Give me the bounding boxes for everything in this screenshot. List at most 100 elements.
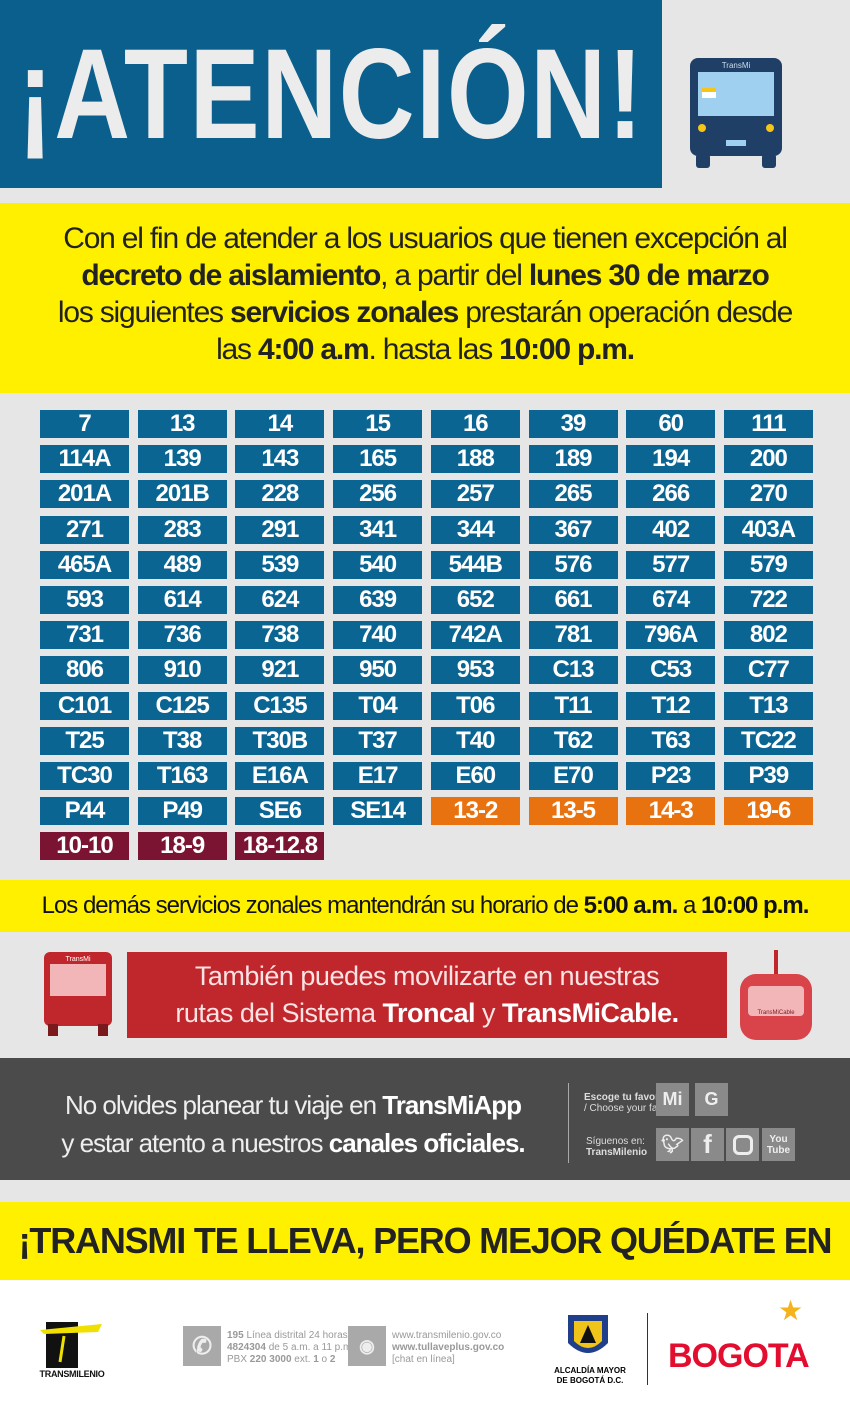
route-639: 639 [333, 586, 423, 614]
route-577: 577 [626, 550, 716, 579]
route-C101: C101 [40, 691, 129, 720]
schedule-note: Los demás servicios zonales mantendrán s… [0, 880, 850, 932]
route-TC22: TC22 [723, 726, 813, 755]
route-228: 228 [235, 480, 325, 509]
route-T30B: T30B [235, 726, 325, 755]
route-T63: T63 [626, 726, 716, 755]
favorite-label: Escoge tu favorita / Choose your favorite [584, 1092, 682, 1114]
route-465A: 465A [40, 550, 129, 579]
route-910: 910 [137, 656, 227, 685]
route-60: 60 [626, 410, 716, 438]
route-270: 270 [723, 480, 813, 509]
alcaldia-label: ALCALDÍA MAYOR DE BOGOTÁ D.C. [554, 1366, 626, 1385]
route-14: 14 [235, 410, 325, 438]
twitter-icon[interactable]: 🐦︎ [656, 1128, 689, 1161]
route-738: 738 [235, 621, 325, 650]
route-39: 39 [528, 410, 618, 438]
route-T11: T11 [528, 691, 618, 720]
route-T40: T40 [430, 726, 520, 755]
route-953: 953 [430, 656, 520, 685]
route-283: 283 [137, 515, 227, 544]
app-text: No olvides planear tu viaje en TransMiAp… [61, 1090, 525, 1158]
route-13-2: 13-2 [430, 797, 520, 826]
route-593: 593 [40, 586, 129, 614]
route-201B: 201B [137, 480, 227, 509]
route-652: 652 [430, 586, 520, 614]
route-802: 802 [723, 621, 813, 650]
svg-text:TransMiCable: TransMiCable [757, 1010, 795, 1016]
svg-text:TransMi: TransMi [722, 61, 751, 70]
route-TC30: TC30 [40, 762, 129, 790]
route-T04: T04 [333, 691, 423, 720]
route-539: 539 [235, 550, 325, 579]
route-722: 722 [723, 586, 813, 614]
instagram-icon[interactable] [726, 1128, 759, 1161]
star-icon: ★ [778, 1295, 804, 1326]
bogota-logo: BOGOTA [668, 1337, 810, 1375]
web-info: www.transmilenio.gov.co www.tullaveplus.g… [392, 1330, 505, 1365]
route-201A: 201A [40, 480, 129, 509]
route-742A: 742A [430, 621, 520, 650]
route-T25: T25 [40, 726, 129, 755]
route-661: 661 [528, 586, 618, 614]
route-489: 489 [137, 550, 227, 579]
youtube-icon[interactable]: You Tube [762, 1128, 795, 1161]
route-16: 16 [430, 410, 520, 438]
route-271: 271 [40, 515, 129, 544]
route-SE14: SE14 [333, 797, 423, 826]
bus-icon: TransMi [690, 58, 782, 168]
route-740: 740 [333, 621, 423, 650]
route-403A: 403A [723, 515, 813, 544]
route-731: 731 [40, 621, 129, 650]
route-18-9: 18-9 [137, 832, 227, 861]
route-13: 13 [137, 410, 227, 438]
route-C53: C53 [626, 656, 716, 685]
transmilenio-logo [40, 1322, 102, 1368]
phone-info: 195 Línea distrital 24 horas 4824304 de … [227, 1330, 355, 1365]
route-C13: C13 [528, 656, 618, 685]
intro-text: Con el fin de atender a los usuarios que… [0, 203, 850, 393]
divider [568, 1083, 569, 1163]
route-T38: T38 [137, 726, 227, 755]
route-E60: E60 [430, 762, 520, 790]
route-7: 7 [40, 410, 129, 438]
route-T62: T62 [528, 726, 618, 755]
route-806: 806 [40, 656, 129, 685]
phone-icon: ✆ [183, 1326, 221, 1366]
route-544B: 544B [430, 550, 520, 579]
route-T13: T13 [723, 691, 813, 720]
bogota-coat-of-arms [568, 1315, 608, 1353]
route-T163: T163 [137, 762, 227, 790]
route-E70: E70 [528, 762, 618, 790]
slogan: ¡TRANSMI TE LLEVA, PERO MEJOR QUÉDATE EN… [0, 1202, 850, 1339]
header-banner [0, 0, 662, 188]
route-P44: P44 [40, 797, 129, 826]
follow-label: Síguenos en: TransMilenio [586, 1136, 648, 1158]
transmilenio-logo-label: TRANSMILENIO [39, 1369, 105, 1379]
facebook-icon[interactable]: f [691, 1128, 724, 1161]
route-165: 165 [333, 445, 423, 474]
route-18-12.8: 18-12.8 [235, 832, 325, 861]
route-C125: C125 [137, 691, 227, 720]
route-10-10: 10-10 [40, 832, 129, 861]
route-265: 265 [528, 480, 618, 509]
route-15: 15 [333, 410, 423, 438]
route-13-5: 13-5 [528, 797, 618, 826]
svg-text:TransMi: TransMi [65, 956, 90, 963]
route-291: 291 [235, 515, 325, 544]
route-796A: 796A [626, 621, 716, 650]
route-576: 576 [528, 550, 618, 579]
transmiapp-icon[interactable]: Mi [656, 1083, 689, 1116]
route-402: 402 [626, 515, 716, 544]
route-T37: T37 [333, 726, 423, 755]
route-SE6: SE6 [235, 797, 325, 826]
route-341: 341 [333, 515, 423, 544]
footer [0, 1280, 850, 1424]
google-maps-icon[interactable]: G [695, 1083, 728, 1116]
route-P23: P23 [626, 762, 716, 790]
route-950: 950 [333, 656, 423, 685]
route-P49: P49 [137, 797, 227, 826]
route-540: 540 [333, 550, 423, 579]
route-14-3: 14-3 [626, 797, 716, 826]
route-614: 614 [137, 586, 227, 614]
